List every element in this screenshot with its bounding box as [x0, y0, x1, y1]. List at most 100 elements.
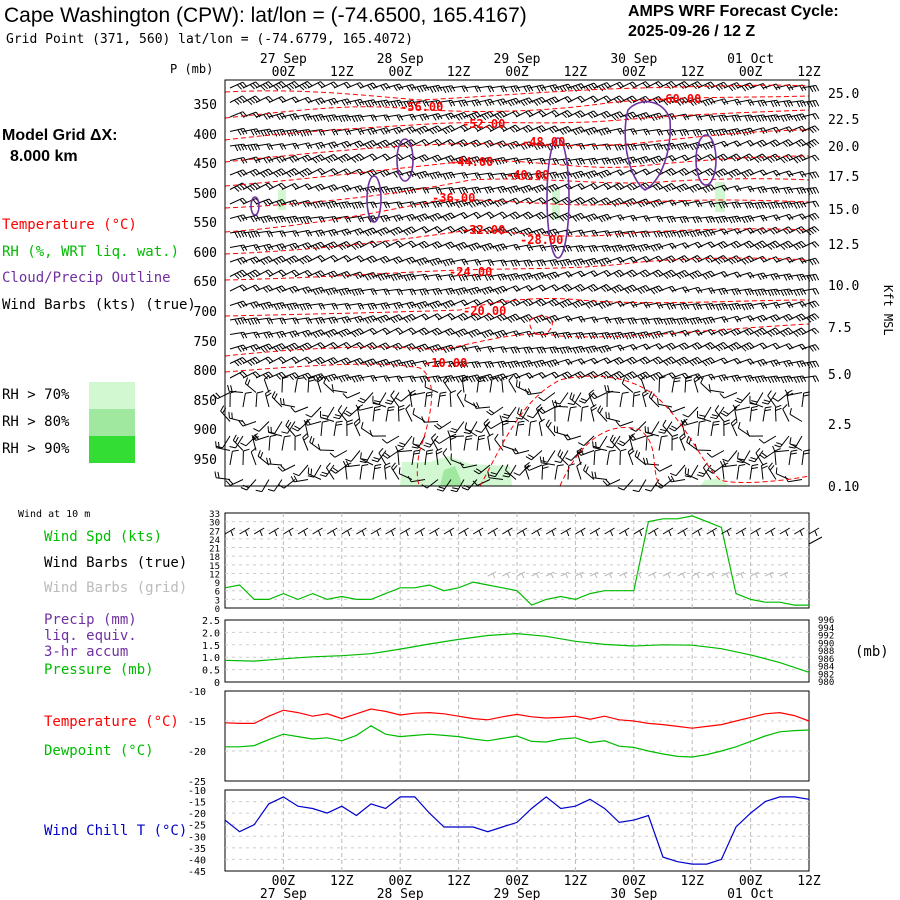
surface-wind-barb-true — [253, 527, 265, 537]
wind-barb — [749, 227, 768, 235]
wind-barb — [515, 227, 534, 237]
legend-wind-speed: Wind Spd (kts) — [44, 529, 163, 545]
wind-barb — [294, 372, 313, 381]
wind-barb — [320, 241, 339, 251]
wind-barb — [619, 182, 638, 191]
wind-barb — [398, 288, 417, 296]
wind-barb — [515, 124, 534, 133]
wind-barb — [372, 314, 391, 324]
surface-wind-barb-true — [648, 527, 659, 537]
wind-barb — [671, 81, 690, 89]
wind-barb — [710, 241, 729, 249]
height-tick-label: 5.0 — [828, 368, 851, 383]
bottom-hour-label: 00Z — [739, 874, 763, 889]
wind-barb — [632, 230, 651, 238]
wind-barb — [398, 100, 417, 108]
wind-barb — [411, 375, 430, 383]
contour-label: -32.00 — [462, 223, 505, 237]
wind-barb — [372, 464, 382, 480]
wind-barb — [671, 183, 690, 193]
pressure-tick-label: 350 — [194, 98, 217, 113]
wind-barb — [294, 302, 313, 311]
wind-barb — [762, 201, 781, 210]
wind-barb — [632, 391, 641, 408]
wind-barb — [658, 317, 677, 326]
wind-barb — [450, 199, 469, 209]
wind-barb — [405, 404, 413, 422]
wind-barb — [749, 114, 768, 123]
wind-barb — [487, 471, 504, 480]
legend-precip: Precip (mm) — [44, 612, 137, 628]
forecast-cycle-label: AMPS WRF Forecast Cycle: — [628, 3, 839, 20]
wind-barb — [528, 211, 547, 220]
wind-barb — [515, 172, 534, 180]
wind-barb — [597, 405, 608, 422]
wind-barb — [723, 419, 730, 437]
wind-barb — [501, 375, 508, 393]
wind-barb — [697, 357, 716, 367]
wind-barb — [680, 419, 699, 426]
wind-barb — [294, 342, 313, 352]
wind-barb — [736, 153, 755, 162]
wind-barb — [775, 240, 794, 250]
wind-barb — [424, 100, 443, 107]
wind-barb — [228, 411, 244, 422]
surface-wind-barb-true — [750, 527, 761, 537]
isotherm — [224, 199, 810, 233]
wind-barb — [755, 447, 764, 466]
wind-barb — [606, 269, 625, 278]
wind-barb — [645, 143, 664, 151]
wind-speed-tick-label: 0 — [215, 605, 220, 615]
wind-barb — [697, 168, 716, 177]
wind-barb — [609, 434, 621, 451]
isotherm — [479, 375, 810, 487]
wind-barb — [464, 422, 478, 437]
wind-barb — [424, 313, 443, 321]
wind-barb — [476, 211, 495, 219]
wind-barb — [489, 285, 508, 295]
surface-wind-barb-grid — [589, 571, 599, 579]
isotherm — [224, 84, 810, 101]
wind-barb — [359, 315, 378, 324]
wind-barb — [255, 182, 274, 190]
wind-barb — [320, 168, 339, 176]
precip-tick-label: 1.0 — [202, 653, 220, 664]
wind-barb — [697, 97, 716, 107]
wind-barb — [424, 288, 443, 296]
legend-wind-barbs-grid: Wind Barbs (grid) — [44, 580, 188, 596]
wind-chill-tick-label: -35 — [188, 844, 206, 855]
wind-barb — [775, 113, 794, 122]
wind-barb — [528, 272, 547, 281]
wind-barb — [658, 215, 677, 224]
wind-barb — [580, 170, 599, 179]
wind-barb — [229, 449, 239, 466]
surface-wind-barb-true — [472, 527, 484, 537]
wind-barb — [576, 447, 584, 466]
wind-barb — [723, 168, 742, 178]
bottom-hour-label: 00Z — [272, 874, 296, 889]
wind-barb — [242, 448, 250, 466]
wind-barb — [593, 110, 612, 119]
wind-barb — [255, 230, 274, 238]
wind-barb — [528, 96, 547, 106]
wind-barb — [697, 373, 716, 381]
wind-barb — [667, 475, 686, 483]
wind-barb — [723, 328, 742, 337]
wind-barb — [645, 215, 664, 223]
wind-barb — [307, 167, 326, 176]
wind-barb — [307, 467, 322, 480]
wind-barb — [411, 288, 430, 296]
wind-barb — [758, 435, 777, 444]
wind-barb — [268, 371, 287, 380]
wind-barb — [229, 284, 248, 292]
wind-barb — [593, 82, 612, 92]
wind-barb — [320, 328, 339, 338]
wind-barb — [437, 187, 456, 194]
wind-barb — [398, 273, 417, 282]
surface-wind-barb-true — [356, 527, 367, 537]
wind-barb — [268, 255, 287, 265]
wind-barb — [255, 256, 274, 266]
wind-barb — [359, 272, 378, 281]
top-hour-label: 12Z — [447, 65, 471, 80]
wind-barb — [775, 213, 794, 221]
